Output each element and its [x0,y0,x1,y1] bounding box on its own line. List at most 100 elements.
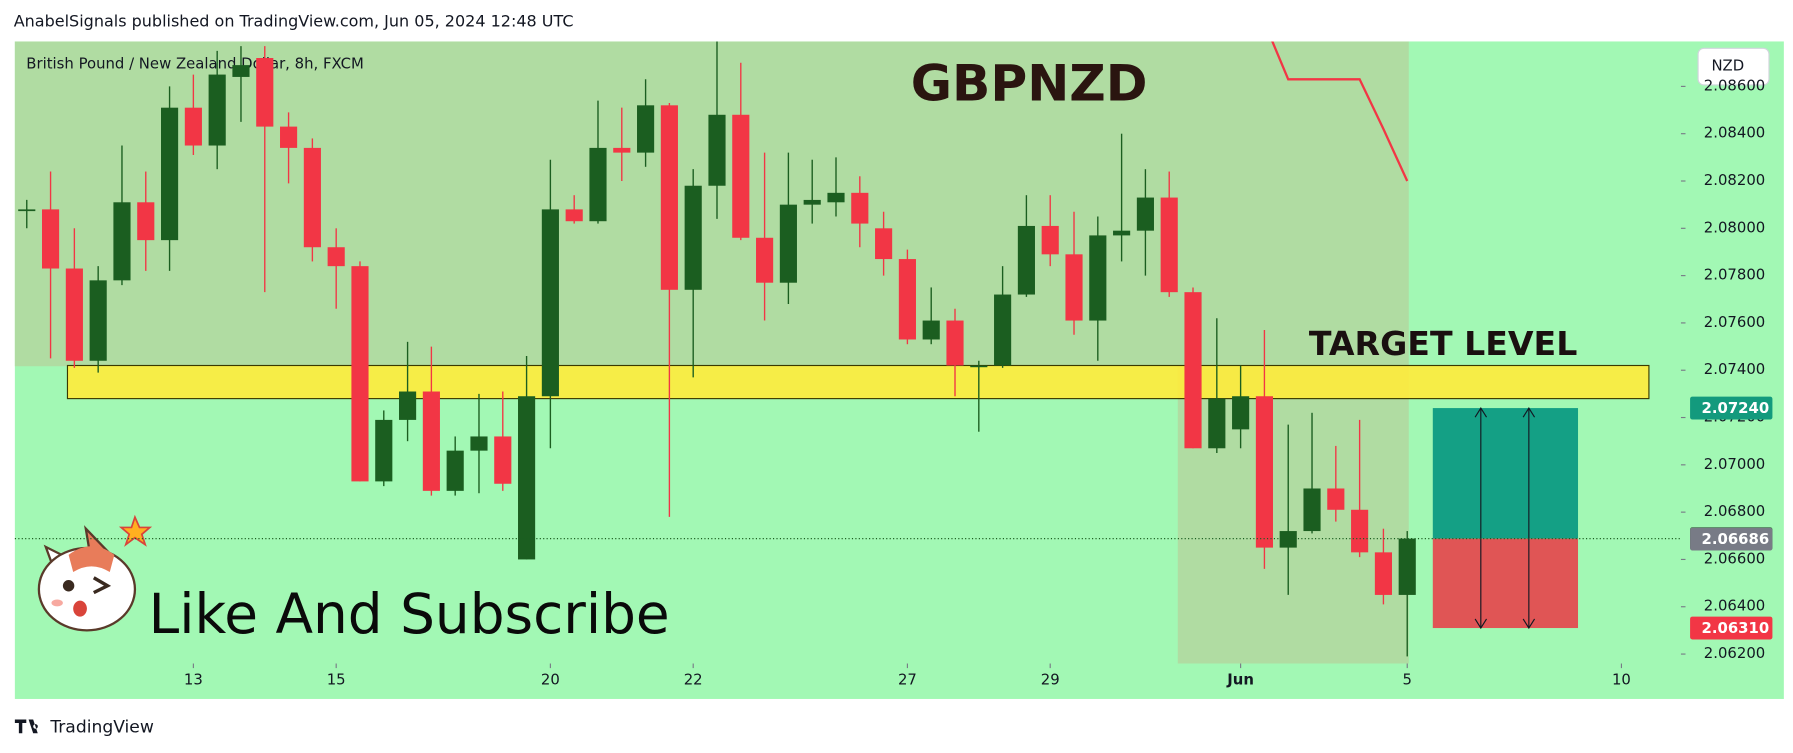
candle-body [637,105,655,153]
candle-body [399,391,417,420]
x-tick-label: 15 [327,671,346,689]
candle-body [1160,197,1178,293]
position-stop [1432,538,1579,629]
candle-body [946,320,964,366]
target-zone [66,364,1650,400]
y-tick-label: 2.07400 [1704,360,1765,378]
candle-body [1351,509,1369,553]
indicator-line [1271,41,1409,182]
tradingview-logo [14,719,38,734]
target-label: TARGET LEVEL [1309,324,1577,363]
x-tick-label: 13 [184,671,203,689]
price-tag [1690,396,1773,420]
x-tick-label: 27 [898,671,917,689]
candle-body [1065,254,1083,321]
candle-body [446,450,464,491]
candle-body [803,199,821,205]
candle-body [1279,531,1297,548]
candle-body [1255,396,1273,548]
candle-body [494,436,512,484]
price-tag-label: 2.06686 [1702,530,1770,548]
symbol-description: British Pound / New Zealand Dollar, 8h, … [26,54,364,72]
candle-body [232,65,250,77]
y-tick-label: 2.06600 [1704,549,1765,567]
y-tick-label: 2.07600 [1704,313,1765,331]
currency-button[interactable] [1697,47,1770,86]
candle-body [1374,552,1392,595]
currency-label: NZD [1711,57,1744,75]
candle-body [89,280,107,361]
candle-body [1089,235,1107,321]
candle-body [256,58,274,127]
candle-body [41,209,60,269]
candle-body [732,114,750,238]
candle-body [541,209,559,397]
y-tick-label: 2.06800 [1704,502,1765,520]
candle-body [184,107,202,146]
y-tick-label: 2.08200 [1704,171,1765,189]
candle-body [994,294,1012,366]
subscribe-text: Like And Subscribe [149,582,670,646]
x-tick-label: 10 [1612,671,1631,689]
x-tick-label: 20 [541,671,560,689]
candle-body [303,147,321,248]
candle-body [922,320,940,340]
position-target [1432,408,1579,539]
x-tick-label: Jun [1226,671,1254,689]
candle-body [1303,488,1321,532]
price-tag [1690,616,1773,640]
candle-body [518,396,536,560]
candle-body [875,228,893,260]
candle-body [375,419,393,482]
candle-body [1136,197,1154,231]
candle-body [660,105,678,290]
candle-body [18,209,36,212]
x-tick-label: 29 [1041,671,1060,689]
candle-body [351,266,369,482]
candle-body [470,436,488,451]
publisher-header: AnabelSignals published on TradingView.c… [14,12,574,31]
candle-body [589,147,607,222]
x-tick-label: 22 [684,671,703,689]
candle-body [1208,398,1226,449]
y-tick-label: 2.08600 [1704,76,1765,94]
candle-body [208,74,226,146]
candle-body [756,237,774,283]
candle-body [613,147,631,153]
arrow-head [1522,406,1536,630]
shaded-region [14,41,1409,664]
candle-body [1398,538,1416,595]
cat-sticker [37,514,153,632]
candle-body [161,107,179,241]
candle-body [827,192,845,203]
arrow-head [1474,406,1488,630]
y-tick-label: 2.06200 [1704,644,1765,662]
x-tick-label: 5 [1402,671,1411,689]
candle-body [280,126,298,148]
candle-body [1041,225,1059,255]
candle-body [565,209,583,222]
candle-body [1017,225,1035,295]
candle-body [779,204,797,283]
plot-area [18,41,1650,657]
candle-body [708,114,726,186]
candle-body [137,202,155,241]
candle-body [1232,396,1250,430]
footer-brand: TradingView [49,718,154,738]
candle-body [1113,230,1131,236]
candle-body [1327,488,1345,510]
y-tick-label: 2.08000 [1704,218,1765,236]
y-tick-label: 2.07000 [1704,455,1765,473]
candle-body [327,247,345,267]
candle-body [65,268,83,361]
candle-body [970,365,988,368]
price-tag-label: 2.06310 [1702,619,1770,637]
candle-body [684,185,702,290]
candle-body [851,192,869,224]
candle-body [113,202,131,281]
candle-body [422,391,440,491]
chart-title: GBPNZD [911,54,1148,113]
candle-body [1184,292,1202,449]
